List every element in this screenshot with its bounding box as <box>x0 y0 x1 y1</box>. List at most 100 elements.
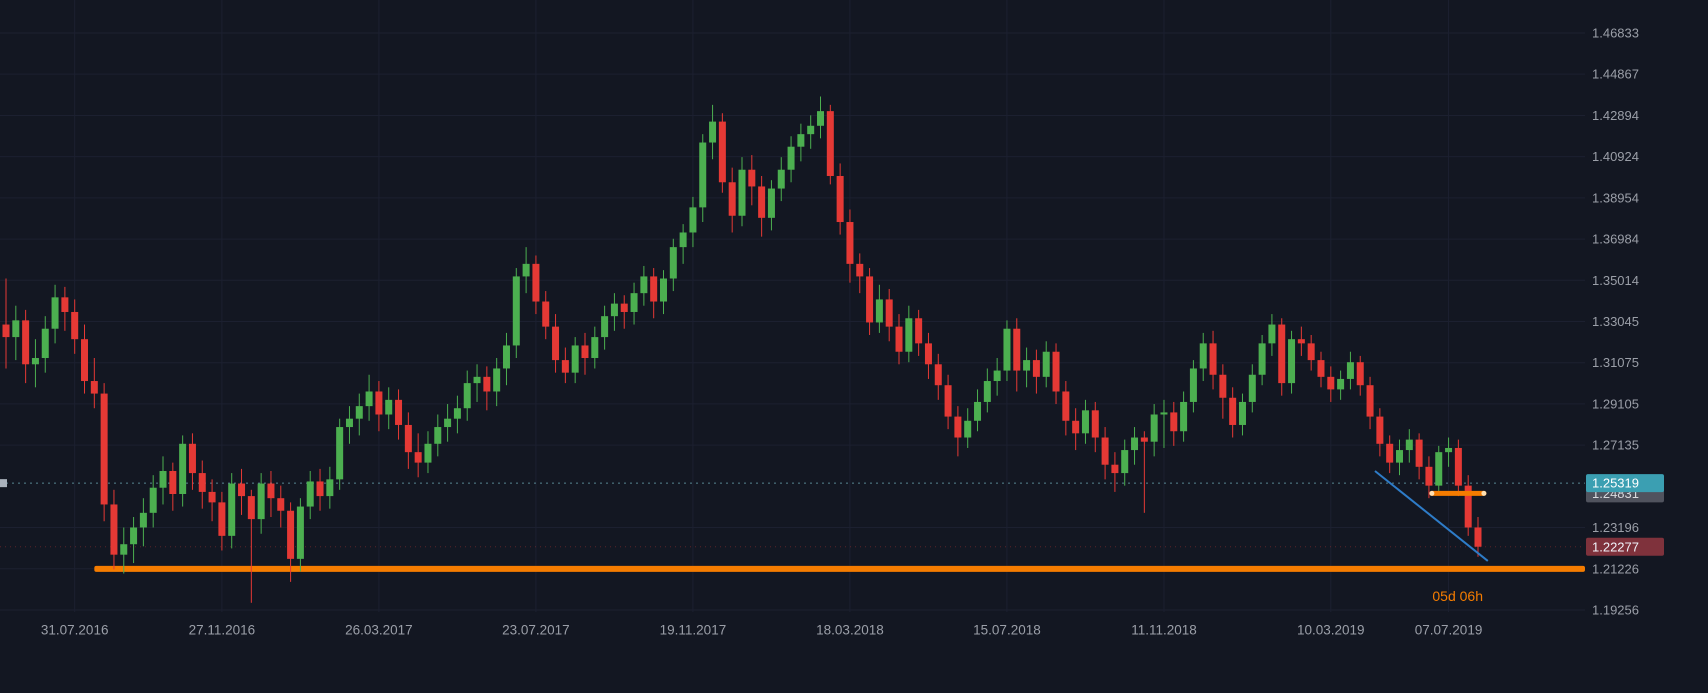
candle[interactable] <box>905 305 913 363</box>
level-handle[interactable] <box>1481 490 1487 496</box>
candle[interactable] <box>709 104 717 160</box>
alert-line-handle[interactable] <box>0 479 7 488</box>
candle[interactable] <box>689 196 697 248</box>
candle[interactable] <box>1209 330 1217 390</box>
candle[interactable] <box>659 270 667 315</box>
candle[interactable] <box>944 374 952 430</box>
candle[interactable] <box>777 157 785 202</box>
candle[interactable] <box>1386 435 1394 474</box>
candle[interactable] <box>1317 351 1325 388</box>
candle[interactable] <box>1238 393 1246 436</box>
candle[interactable] <box>355 393 363 436</box>
candle[interactable] <box>434 414 442 457</box>
candle[interactable] <box>561 347 569 384</box>
candle[interactable] <box>836 163 844 235</box>
candle[interactable] <box>630 282 638 325</box>
candle[interactable] <box>424 431 432 474</box>
candle[interactable] <box>915 309 923 356</box>
candle[interactable] <box>110 489 118 570</box>
candle[interactable] <box>238 468 246 515</box>
candle[interactable] <box>1356 355 1364 396</box>
candle[interactable] <box>1464 475 1472 536</box>
candle[interactable] <box>51 284 59 344</box>
candle[interactable] <box>1131 427 1139 465</box>
candle[interactable] <box>1268 314 1276 356</box>
candle[interactable] <box>650 268 658 319</box>
candle[interactable] <box>699 134 707 223</box>
candle[interactable] <box>1288 330 1296 394</box>
candle[interactable] <box>993 358 1001 396</box>
candle[interactable] <box>444 404 452 442</box>
candle[interactable] <box>120 527 128 574</box>
chart-plot-area[interactable] <box>0 0 1585 612</box>
candle[interactable] <box>90 358 98 409</box>
candle[interactable] <box>875 284 883 333</box>
candle[interactable] <box>542 291 550 340</box>
candle[interactable] <box>601 305 609 350</box>
candle[interactable] <box>345 406 353 444</box>
candle[interactable] <box>1445 437 1453 467</box>
candle[interactable] <box>964 408 972 448</box>
candle[interactable] <box>1278 318 1286 396</box>
candle[interactable] <box>974 389 982 432</box>
candle[interactable] <box>1180 391 1188 442</box>
candle[interactable] <box>591 326 599 369</box>
candle[interactable] <box>1101 427 1109 480</box>
candle[interactable] <box>1052 343 1060 405</box>
candle[interactable] <box>512 268 520 359</box>
candle[interactable] <box>1366 376 1374 430</box>
candle[interactable] <box>326 466 334 509</box>
candle[interactable] <box>365 374 373 421</box>
trendline[interactable] <box>1374 470 1489 562</box>
candle[interactable] <box>767 180 775 231</box>
candle[interactable] <box>718 113 726 193</box>
candle[interactable] <box>149 475 157 528</box>
candle[interactable] <box>130 517 138 564</box>
candle[interactable] <box>257 473 265 534</box>
candle[interactable] <box>1170 401 1178 446</box>
candle[interactable] <box>571 337 579 384</box>
candle[interactable] <box>1395 439 1403 476</box>
candle[interactable] <box>1248 364 1256 413</box>
candle[interactable] <box>552 314 560 373</box>
candle[interactable] <box>306 470 314 520</box>
candle[interactable] <box>1189 360 1197 413</box>
candle[interactable] <box>866 268 874 335</box>
candle[interactable] <box>375 381 383 432</box>
candle[interactable] <box>738 157 746 227</box>
candle[interactable] <box>296 498 304 572</box>
candle[interactable] <box>758 175 766 237</box>
candle[interactable] <box>846 209 854 283</box>
candle[interactable] <box>1150 404 1158 457</box>
candle[interactable] <box>817 96 825 139</box>
candle[interactable] <box>159 456 167 505</box>
candle[interactable] <box>1072 408 1080 451</box>
candle[interactable] <box>336 418 344 490</box>
candle[interactable] <box>502 332 510 386</box>
candle[interactable] <box>1199 332 1207 382</box>
candle[interactable] <box>12 305 20 361</box>
candle[interactable] <box>924 332 932 379</box>
candle[interactable] <box>287 502 295 582</box>
candle[interactable] <box>1454 439 1462 497</box>
candle[interactable] <box>1042 341 1050 388</box>
candle[interactable] <box>1219 364 1227 419</box>
candle[interactable] <box>31 339 39 388</box>
candle[interactable] <box>1337 370 1345 400</box>
candle[interactable] <box>1307 334 1315 371</box>
candle[interactable] <box>22 309 30 384</box>
candle[interactable] <box>218 491 226 551</box>
candle[interactable] <box>493 358 501 407</box>
candle[interactable] <box>826 104 834 185</box>
candle[interactable] <box>208 479 216 522</box>
candle[interactable] <box>934 353 942 400</box>
candle[interactable] <box>1062 381 1070 436</box>
candle[interactable] <box>169 462 177 511</box>
candle[interactable] <box>1003 320 1011 382</box>
candle[interactable] <box>532 255 540 315</box>
candle[interactable] <box>679 224 687 264</box>
candle[interactable] <box>1415 433 1423 480</box>
candle[interactable] <box>473 364 481 402</box>
candle[interactable] <box>395 389 403 440</box>
